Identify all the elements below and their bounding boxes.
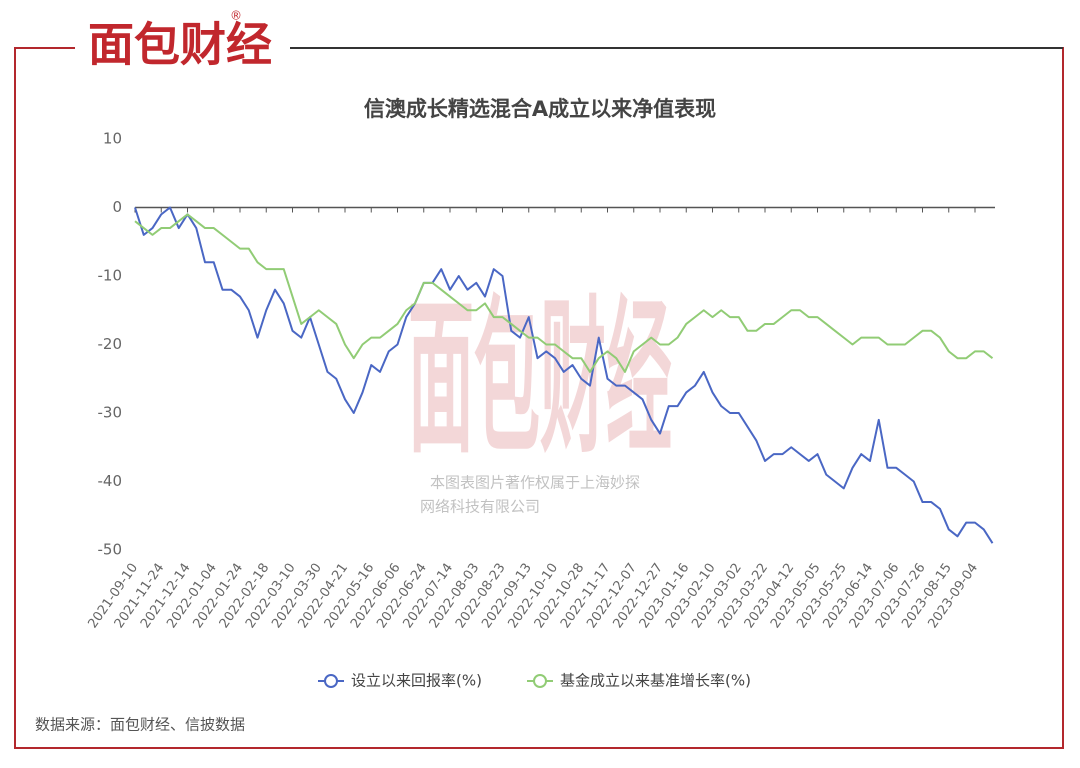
logo: 面包财经 [88, 18, 272, 72]
registered-mark: ® [230, 9, 242, 23]
y-tick-label: -30 [98, 404, 123, 422]
legend-label: 基金成立以来基准增长率(%) [560, 672, 751, 690]
series-line [134, 206, 994, 544]
source-note: 数据来源：面包财经、信披数据 [35, 716, 245, 734]
y-tick-label: -40 [98, 472, 123, 490]
y-tick-label: -50 [98, 541, 123, 559]
y-tick-label: -20 [98, 335, 123, 353]
watermark-text: 网络科技有限公司 [420, 498, 540, 516]
watermark-logo: 面包财经 [408, 282, 672, 477]
watermark-text: 本图表图片著作权属于上海妙探 [430, 474, 640, 492]
y-tick-label: 10 [103, 130, 122, 148]
y-tick-label: -10 [98, 267, 123, 285]
legend-icon [324, 674, 338, 688]
chart-title: 信澳成长精选混合A成立以来净值表现 [364, 97, 716, 121]
series-line [134, 213, 994, 373]
legend-icon [533, 674, 547, 688]
y-tick-label: 0 [112, 198, 122, 216]
legend-label: 设立以来回报率(%) [351, 672, 482, 690]
